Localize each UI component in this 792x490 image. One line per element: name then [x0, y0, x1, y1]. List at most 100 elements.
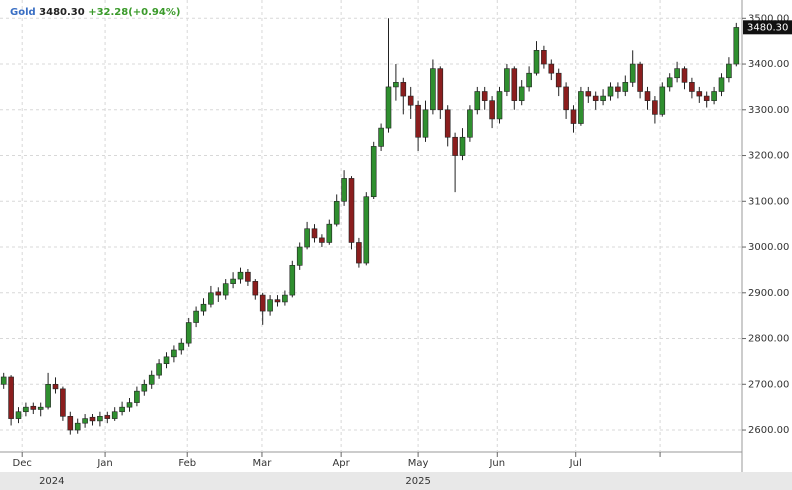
candle-body: [393, 82, 399, 88]
candle-body: [319, 237, 325, 243]
candle-body: [237, 271, 244, 280]
year-label: 2025: [405, 476, 430, 487]
candle-body: [615, 86, 621, 92]
candle-body: [489, 100, 495, 120]
candle-body: [533, 50, 540, 74]
x-tick-label: Apr: [332, 458, 350, 469]
candle-body: [541, 50, 547, 65]
header: Gold 3480.30 +32.28(+0.94%): [10, 7, 180, 18]
last-price: 3480.30: [39, 7, 85, 18]
candle-body: [222, 283, 229, 296]
candle-body: [511, 68, 518, 101]
candle-body: [474, 91, 481, 111]
x-tick-label: Jun: [488, 458, 505, 469]
candle-body: [430, 68, 436, 111]
candle-body: [570, 109, 577, 124]
candle-body: [311, 228, 318, 239]
candle-body: [200, 303, 207, 312]
candle-body: [378, 127, 384, 147]
candle-body: [289, 265, 296, 296]
candle-body: [185, 322, 192, 344]
candle-body: [252, 281, 259, 296]
candle-body: [8, 376, 14, 419]
price-marker-label: 3480.30: [747, 22, 788, 33]
candle-body: [67, 416, 74, 431]
candle-body: [504, 68, 510, 92]
candle-body: [400, 82, 407, 97]
candle-body: [104, 415, 111, 419]
candle-body: [156, 363, 162, 376]
candle-body: [215, 291, 222, 296]
candle-body: [370, 146, 377, 198]
candle-body: [711, 91, 717, 101]
candle-body: [45, 383, 51, 408]
candle-body: [230, 278, 236, 284]
candle-body: [689, 82, 695, 92]
candle-body: [629, 63, 636, 83]
year-band: [0, 472, 792, 490]
candle-body: [259, 294, 266, 312]
candle-body: [600, 95, 606, 101]
candle-body: [422, 109, 429, 138]
y-tick-label: 2700.00: [748, 379, 789, 390]
price-marker: [743, 20, 792, 35]
candle-body: [245, 271, 251, 282]
candle-body: [356, 242, 362, 264]
candle-body: [578, 91, 584, 124]
candle-body: [607, 86, 614, 97]
x-tick-label: Dec: [13, 458, 32, 469]
candle-body: [407, 95, 414, 106]
candle-body: [341, 178, 347, 202]
candle-body: [592, 95, 599, 101]
candle-body: [111, 411, 118, 419]
candle-body: [0, 376, 7, 385]
y-tick-label: 2800.00: [748, 334, 789, 345]
candle-body: [555, 72, 562, 88]
candle-body: [178, 342, 185, 351]
y-tick-label: 3200.00: [748, 151, 789, 162]
candle-body: [274, 299, 281, 303]
candle-body: [89, 416, 96, 422]
candle-body: [52, 383, 59, 390]
candle-body: [637, 63, 643, 92]
symbol: Gold: [10, 7, 36, 18]
y-tick-label: 2900.00: [748, 288, 789, 299]
candle-body: [296, 246, 303, 266]
candle-body: [60, 388, 66, 417]
candle-body: [459, 136, 466, 156]
candle-body: [15, 411, 22, 419]
candle-body: [415, 104, 421, 138]
candle-body: [652, 100, 658, 115]
candle-body: [563, 86, 569, 111]
candle-body: [726, 63, 732, 79]
candle-body: [304, 228, 310, 248]
candle-body: [666, 77, 673, 88]
candle-body: [385, 86, 392, 129]
candle-body: [363, 196, 370, 264]
x-tick-label: Feb: [178, 458, 196, 469]
candle-body: [452, 136, 458, 156]
candle-body: [518, 86, 525, 101]
candle-body: [163, 356, 170, 365]
candle-body: [481, 91, 488, 101]
y-tick-label: 3100.00: [748, 196, 789, 207]
x-tick-label: May: [408, 458, 429, 469]
candle-body: [119, 406, 125, 413]
candle-body: [282, 294, 288, 303]
candle-body: [193, 310, 199, 323]
change: +32.28(+0.94%): [88, 7, 180, 18]
candle-body: [496, 91, 503, 120]
candle-body: [585, 91, 592, 97]
candle-body: [526, 72, 532, 88]
candle-body: [548, 63, 555, 74]
candle-body: [467, 109, 473, 138]
candle-body: [134, 390, 140, 403]
candle-body: [333, 200, 340, 225]
candle-body: [674, 68, 680, 79]
x-tick-label: Jul: [569, 458, 582, 469]
x-tick-label: Jan: [96, 458, 112, 469]
candle-body: [644, 91, 651, 101]
candle-body: [208, 292, 214, 305]
candle-body: [703, 95, 710, 101]
